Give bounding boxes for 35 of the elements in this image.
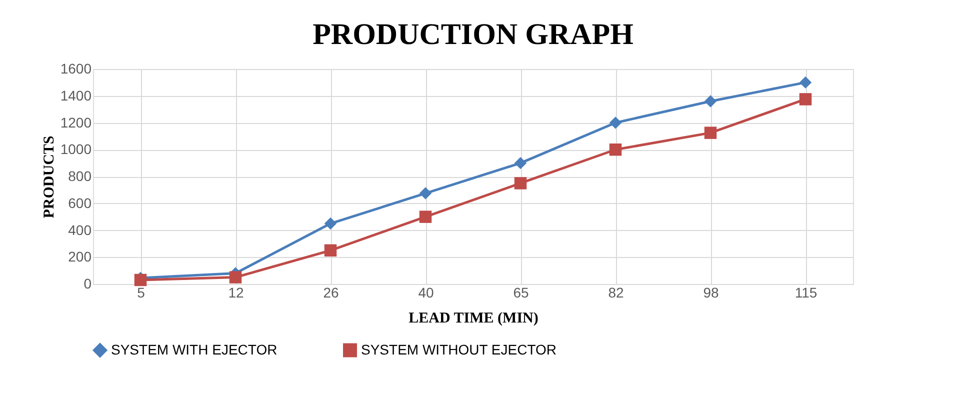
point — [609, 116, 622, 129]
x-tick-label: 26 — [323, 284, 339, 300]
x-tick-label: 40 — [418, 284, 434, 300]
point — [514, 156, 527, 170]
point — [324, 217, 337, 230]
point — [514, 177, 527, 190]
point — [229, 271, 242, 284]
point — [799, 76, 812, 89]
y-tick-label: 400 — [68, 222, 92, 238]
x-tick-label: 12 — [228, 284, 244, 300]
x-tick-label: 82 — [608, 284, 624, 300]
y-tick-label: 1400 — [60, 87, 92, 104]
y-tick-label: 1200 — [60, 114, 92, 130]
y-tick-label: 800 — [68, 168, 92, 184]
x-tick-label: 65 — [513, 284, 529, 300]
point — [419, 187, 432, 200]
point — [799, 93, 812, 106]
point — [324, 244, 337, 257]
legend-label: SYSTEM WITHOUT EJECTOR — [361, 341, 556, 358]
point — [704, 126, 717, 139]
y-tick-label: 0 — [84, 276, 92, 292]
chart-title: PRODUCTION GRAPH — [312, 18, 634, 51]
y-tick-label: 1000 — [60, 141, 92, 158]
y-tick-label: 200 — [68, 248, 92, 265]
point — [609, 144, 622, 156]
x-axis-title: LEAD TIME (MIN) — [408, 310, 538, 326]
point — [704, 95, 717, 108]
x-tick-label: 98 — [703, 284, 719, 300]
legend-label: SYSTEM WITH EJECTOR — [111, 341, 278, 358]
x-tick-label: 5 — [137, 284, 146, 300]
y-tick-label: 1600 — [60, 60, 92, 76]
y-axis-title: PRODUCTS — [41, 136, 58, 218]
point — [419, 210, 432, 223]
x-tick-label: 115 — [794, 284, 818, 300]
y-tick-label: 600 — [68, 194, 92, 211]
